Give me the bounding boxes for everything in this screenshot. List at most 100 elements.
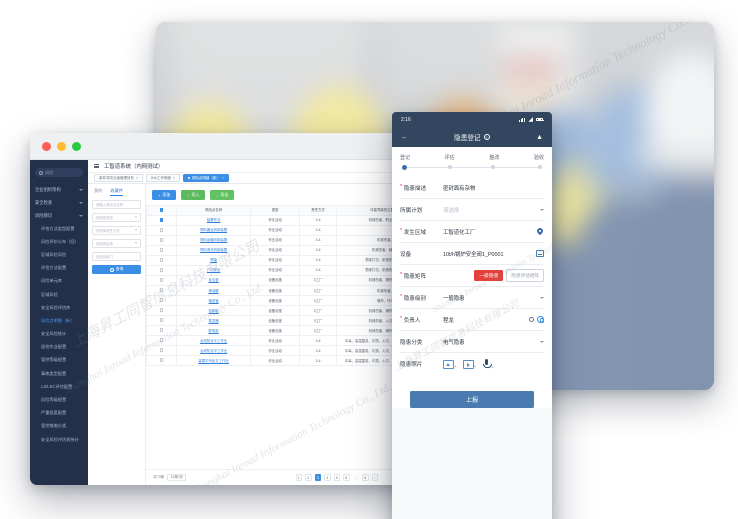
sidebar-item-1[interactable]: 风险评价公布（旧） <box>30 235 88 248</box>
sidebar-item-0[interactable]: 评估方法类型配置 <box>30 222 88 235</box>
page-button-4[interactable]: 4 <box>324 474 331 481</box>
filter-department-select[interactable]: 请选择部门 <box>92 252 141 261</box>
field-occurrence-area[interactable]: * 发生区域 工智道化工厂 <box>400 221 544 243</box>
page-button-1[interactable]: 1 <box>295 474 303 481</box>
close-icon[interactable] <box>42 141 51 151</box>
step-dot-accept[interactable] <box>537 165 542 170</box>
cell-risk-name[interactable]: 蒸发器 <box>175 315 252 327</box>
row-checkbox-cell[interactable] <box>146 265 177 277</box>
cell-risk-name[interactable]: 物料搬运拆卸装置 <box>175 225 252 237</box>
field-responsible-person[interactable]: * 负责人 程龙 <box>400 309 545 331</box>
search-button[interactable]: 查询 <box>92 265 141 274</box>
checkbox-icon[interactable] <box>159 208 164 212</box>
close-icon[interactable]: × <box>172 176 175 180</box>
minimize-icon[interactable] <box>57 141 66 151</box>
close-icon[interactable]: × <box>221 176 224 180</box>
cell-risk-name[interactable]: 反应釜 <box>175 275 252 287</box>
sidebar-item-9[interactable]: 巡检作业配置 <box>30 341 88 354</box>
sidebar-item-4[interactable]: 风险单元库 <box>30 275 88 288</box>
cell-risk-name[interactable]: 厂内作业 <box>175 265 252 277</box>
row-checkbox-cell[interactable] <box>146 215 177 227</box>
page-button-5[interactable]: 5 <box>333 474 341 481</box>
field-hazard-description[interactable]: * 隐患描述 密封面有杂物 <box>400 177 544 199</box>
sidebar-item-10[interactable]: 管控等级配置 <box>30 354 88 367</box>
checkbox-icon[interactable] <box>159 238 164 242</box>
import-button[interactable]: ↑ 导入 <box>181 190 206 200</box>
filter-responsibility-select[interactable]: 请选择责任方式 <box>92 226 141 235</box>
sidebar-item-6[interactable]: 安全风险评估库 <box>30 301 88 314</box>
sidebar-search-box[interactable]: 风险 <box>35 168 83 177</box>
sidebar-group-org[interactable]: 企业组织架构 <box>30 183 88 196</box>
cell-risk-name[interactable]: 台成知化平工作业 <box>175 335 252 347</box>
row-checkbox-cell[interactable] <box>146 315 177 327</box>
page-button-3-active[interactable]: 3 <box>314 474 322 481</box>
checkbox-icon[interactable] <box>159 248 164 252</box>
filter-type-select[interactable]: 请选择类型 <box>92 213 141 222</box>
checkbox-icon[interactable] <box>159 358 164 362</box>
close-icon[interactable]: × <box>136 176 138 180</box>
home-icon[interactable]: ▲ <box>536 133 543 141</box>
question-mark-icon[interactable]: ? <box>483 134 490 140</box>
sidebar-item-risk-point-detail[interactable]: 风险点明细（新） <box>30 314 88 327</box>
sidebar-group-risk[interactable]: 风险辨识 <box>30 209 88 222</box>
sidebar-item-2[interactable]: 区域风险风险 <box>30 248 88 261</box>
field-hazard-photos[interactable]: 隐患照片 + + + <box>400 353 544 375</box>
checkbox-icon[interactable] <box>159 308 164 312</box>
cell-risk-name[interactable]: 输送管 <box>175 295 252 307</box>
row-checkbox-cell[interactable] <box>146 235 177 247</box>
hazard-level-tag[interactable]: 一级隐患 <box>474 269 504 282</box>
maximize-icon[interactable] <box>72 141 81 151</box>
menu-collapse-icon[interactable] <box>94 163 99 169</box>
sidebar-group-inspection[interactable]: 安全检查 <box>30 196 88 209</box>
field-hazard-category[interactable]: 隐患分类 电气隐患 <box>400 331 544 353</box>
page-button-2[interactable]: 2 <box>305 474 312 481</box>
row-checkbox-cell[interactable] <box>146 355 177 367</box>
video-upload-icon[interactable] <box>462 359 474 369</box>
row-checkbox-cell[interactable] <box>146 305 177 317</box>
person-select-icon[interactable] <box>537 316 545 323</box>
gear-icon[interactable] <box>528 316 534 323</box>
cell-risk-name[interactable]: 装置作业 <box>175 215 252 227</box>
sidebar-item-15[interactable]: 管控措施分类 <box>30 420 88 433</box>
tab-1[interactable]: 846工作明细 × <box>145 174 180 182</box>
audio-record-icon[interactable] <box>482 358 493 370</box>
checkbox-icon[interactable] <box>159 348 164 352</box>
cell-risk-name[interactable]: 焊接 <box>175 255 252 267</box>
row-checkbox-cell[interactable] <box>146 285 177 297</box>
checkbox-icon[interactable] <box>159 318 164 322</box>
checkbox-icon[interactable] <box>159 288 164 292</box>
field-hazard-matrix[interactable]: * 隐患矩阵 一级隐患 隐患评估矩阵 <box>400 265 544 287</box>
cell-risk-name[interactable]: 储油罐 <box>175 285 252 297</box>
select-all-header[interactable] <box>146 204 177 217</box>
scan-code-icon[interactable] <box>536 250 544 257</box>
page-button-8[interactable]: 8 <box>362 474 369 481</box>
sidebar-item-8[interactable]: 安全风险统计 <box>30 328 88 341</box>
sidebar-item-16[interactable]: 安全风险评估表统计 <box>30 433 88 446</box>
cell-risk-name[interactable]: 物料运输拆卸装置 <box>175 235 252 247</box>
page-button-6[interactable]: 6 <box>343 474 350 481</box>
step-dot-rectify[interactable] <box>490 165 495 170</box>
sidebar-item-13[interactable]: 风险等级配置 <box>30 393 88 406</box>
row-checkbox-cell[interactable] <box>146 225 177 237</box>
tab-favorites[interactable]: 收藏件 <box>110 188 123 196</box>
row-checkbox-cell[interactable] <box>146 325 177 337</box>
sidebar-item-14[interactable]: 严重程度配置 <box>30 407 88 420</box>
checkbox-icon[interactable] <box>159 228 164 232</box>
page-size-select[interactable]: 10条/页 <box>167 474 187 481</box>
hazard-matrix-button[interactable]: 隐患评估矩阵 <box>506 269 544 282</box>
cell-risk-name[interactable]: 台成知化平工作业 <box>175 345 252 357</box>
field-equipment[interactable]: 设备 10t/h锅炉安全阀1_P0001 <box>400 243 544 265</box>
tab-mine[interactable]: 我的 <box>94 188 103 193</box>
add-button[interactable]: + 添加 <box>152 190 177 200</box>
row-checkbox-cell[interactable] <box>146 255 177 267</box>
checkbox-icon[interactable] <box>159 298 164 302</box>
checkbox-icon[interactable] <box>159 328 164 332</box>
step-dot-register[interactable] <box>402 164 407 170</box>
sidebar-item-11[interactable]: 事故类型配置 <box>30 367 88 380</box>
field-related-plan[interactable]: 所属计划 请选择 <box>400 199 544 221</box>
filter-area-select[interactable]: 请选择区域 <box>92 239 141 248</box>
checkbox-icon[interactable] <box>159 258 164 262</box>
row-checkbox-cell[interactable] <box>146 245 177 257</box>
location-pin-icon[interactable] <box>536 228 544 236</box>
filter-name-input[interactable]: 请输入风险点名称 <box>92 200 141 209</box>
